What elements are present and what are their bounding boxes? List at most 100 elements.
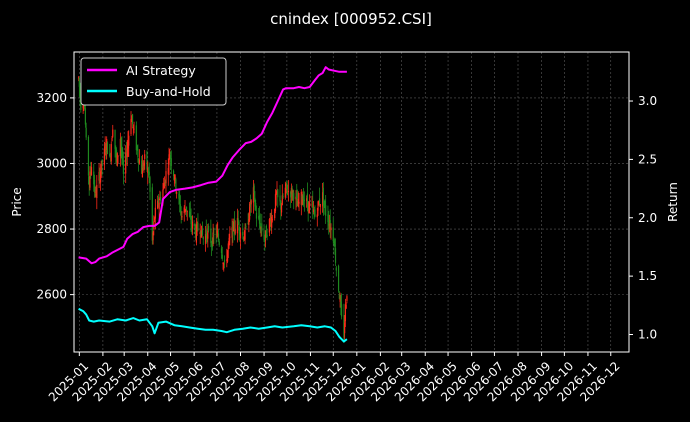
candle-body: [201, 228, 204, 235]
legend: AI Strategy Buy-and-Hold: [80, 57, 227, 106]
candle-body: [330, 227, 332, 231]
candle-body: [148, 171, 150, 176]
candle-body: [121, 146, 123, 157]
candle-body: [255, 212, 258, 219]
candle-body: [281, 195, 283, 206]
candle-body: [99, 171, 101, 180]
candle-body: [93, 171, 95, 185]
candle-body: [105, 151, 107, 153]
candle-body: [253, 185, 255, 194]
legend-box: [80, 57, 227, 106]
candle-body: [345, 304, 347, 309]
candle-body: [332, 227, 334, 241]
candle-body: [239, 229, 241, 235]
candle-body: [318, 198, 321, 205]
candle-body: [290, 191, 292, 198]
candle-body: [259, 223, 261, 230]
candle-body: [188, 211, 191, 217]
candle-body: [274, 194, 277, 212]
candle-body: [112, 129, 114, 137]
candle-body: [279, 195, 281, 202]
candle-body: [248, 219, 250, 225]
candle-body: [238, 221, 240, 231]
candle-body: [168, 154, 170, 165]
candle-body: [135, 125, 137, 150]
candle-body: [120, 138, 122, 149]
candle-body: [90, 167, 93, 175]
candle-body: [191, 220, 193, 226]
candle-body: [101, 159, 103, 165]
candle-body: [274, 208, 276, 219]
candle-body: [261, 223, 263, 232]
candle-body: [210, 228, 212, 244]
candle-body: [106, 142, 109, 154]
candle-body: [186, 210, 188, 212]
candle-body: [232, 222, 234, 236]
candle-body: [244, 227, 246, 240]
candle-body: [98, 171, 100, 181]
candle-body: [183, 207, 185, 214]
legend-label-buy-and-hold: Buy-and-Hold: [126, 84, 211, 99]
candle-body: [249, 203, 251, 220]
candle-body: [127, 141, 129, 149]
candle-body: [206, 234, 208, 239]
candle-body: [222, 262, 224, 264]
candle-body: [264, 230, 267, 238]
candle-body: [122, 157, 124, 161]
candle-body: [327, 214, 329, 223]
candle-body: [228, 237, 230, 242]
series-lines: [78, 66, 348, 343]
candle-body: [147, 170, 150, 176]
candle-body: [223, 263, 225, 265]
candle-body: [334, 244, 336, 246]
candle-body: [137, 148, 139, 157]
candle-body: [300, 191, 302, 205]
candle-body: [184, 208, 186, 212]
candle-body: [195, 230, 197, 238]
right-tick-label: 1.0: [638, 327, 657, 341]
candle-body: [271, 219, 274, 221]
candle-body: [109, 153, 111, 156]
candle-body: [143, 162, 145, 166]
candle-body: [340, 301, 342, 307]
candle-body: [297, 198, 299, 207]
candle-body: [204, 234, 207, 244]
candle-body: [136, 146, 138, 149]
y-axis-label-right: Return: [666, 182, 680, 222]
candle-body: [293, 192, 295, 200]
candle-body: [180, 211, 182, 214]
candle-body: [344, 304, 347, 322]
candle-body: [104, 146, 106, 153]
candle-body: [152, 232, 154, 241]
candle-body: [100, 160, 102, 174]
candle-body: [271, 217, 273, 228]
candle-body: [172, 170, 175, 177]
right-tick-label: 2.5: [638, 152, 657, 166]
candle-body: [197, 222, 199, 231]
candle-body: [128, 135, 130, 146]
candle-body: [162, 189, 164, 204]
candle-body: [318, 201, 320, 205]
candle-body: [79, 86, 81, 97]
candle-body: [286, 180, 288, 189]
candle-body: [117, 155, 119, 157]
candle-body: [319, 204, 321, 207]
candle-body: [115, 150, 118, 162]
candle-body: [226, 250, 229, 262]
candle-body: [250, 200, 252, 205]
candle-body: [201, 225, 203, 238]
candle-body: [269, 219, 271, 222]
candle-body: [122, 160, 125, 174]
candle-body: [307, 201, 309, 211]
candle-body: [149, 177, 151, 192]
candle-body: [181, 215, 183, 218]
candle-body: [227, 243, 229, 249]
candle-body: [292, 191, 294, 193]
left-tick-label: 3200: [36, 91, 67, 105]
candle-body: [87, 136, 90, 176]
candle-body: [280, 201, 282, 210]
candle-body: [78, 77, 80, 87]
candle-body: [138, 158, 140, 164]
candle-body: [211, 244, 213, 246]
candle-body: [115, 149, 117, 153]
